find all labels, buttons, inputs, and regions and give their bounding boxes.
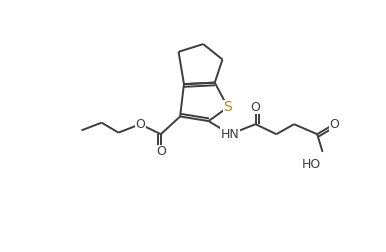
Text: HN: HN	[221, 128, 240, 141]
Text: S: S	[223, 100, 232, 114]
Text: HO: HO	[301, 159, 321, 172]
Text: O: O	[329, 118, 339, 131]
Text: O: O	[251, 101, 261, 114]
Text: O: O	[135, 118, 145, 131]
Text: O: O	[156, 145, 166, 159]
